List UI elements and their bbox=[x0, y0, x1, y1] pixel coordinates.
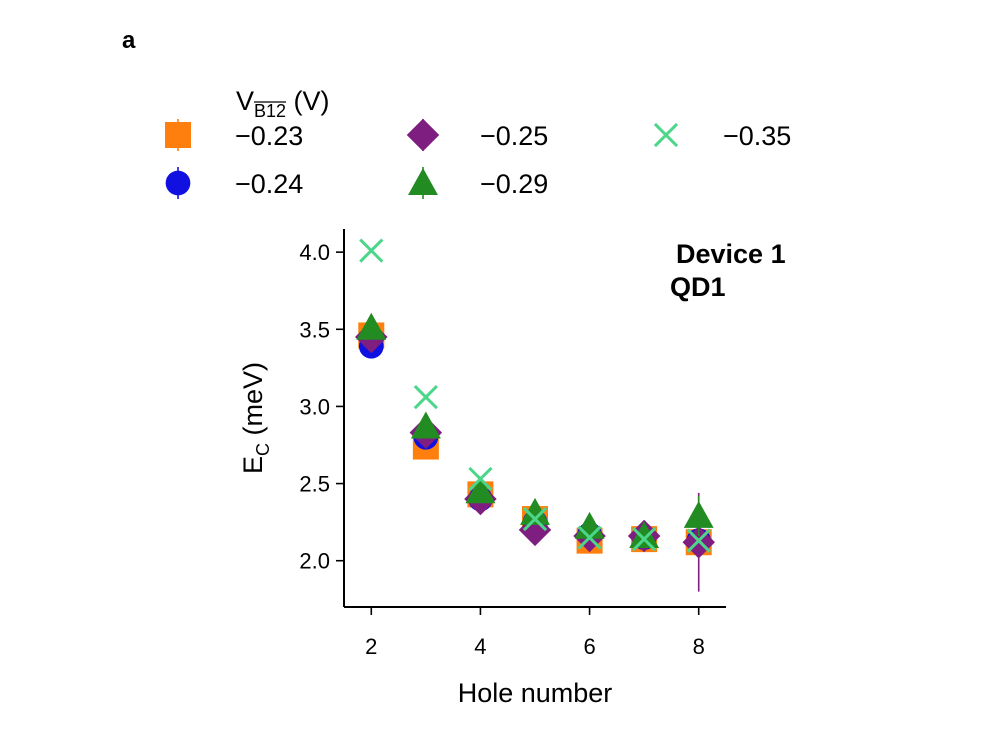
annotation-qd: QD1 bbox=[670, 272, 726, 302]
legend-label: −0.24 bbox=[235, 169, 303, 199]
data-point-x bbox=[413, 385, 438, 410]
panel-label: a bbox=[122, 27, 136, 54]
data-point-x bbox=[522, 506, 548, 532]
data-point-triangle bbox=[356, 312, 387, 340]
legend-marker-square bbox=[165, 122, 191, 148]
y-tick-label: 2.0 bbox=[299, 549, 330, 574]
legend-label: −0.23 bbox=[235, 121, 303, 151]
data-point-triangle bbox=[410, 411, 441, 439]
legend-marker-triangle bbox=[408, 168, 438, 195]
data-point-triangle bbox=[683, 501, 714, 528]
x-tick-label: 6 bbox=[583, 634, 595, 659]
data-point-x bbox=[468, 466, 493, 492]
legend-label: −0.29 bbox=[480, 169, 548, 199]
legend-title-main: V bbox=[236, 86, 254, 116]
x-ticks: 2 4 6 8 bbox=[365, 607, 705, 659]
y-axis-label-unit: (meV) bbox=[238, 362, 268, 443]
y-tick-label: 3.0 bbox=[299, 394, 330, 419]
legend-marker-diamond bbox=[406, 118, 440, 152]
annotation-device: Device 1 bbox=[676, 239, 786, 269]
x-axis-label: Hole number bbox=[458, 678, 613, 708]
data-point-x bbox=[577, 525, 602, 550]
data-point-x bbox=[686, 528, 711, 553]
data-point-triangle bbox=[574, 511, 605, 539]
legend-marker-x bbox=[653, 122, 679, 148]
legend-title: VB12 (V) bbox=[236, 86, 330, 121]
x-tick-label: 8 bbox=[693, 634, 705, 659]
y-axis-label-main: E bbox=[238, 456, 268, 474]
y-tick-label: 3.5 bbox=[299, 317, 330, 342]
y-axis-label: EC (meV) bbox=[238, 362, 273, 474]
legend-title-subscript: B12 bbox=[254, 101, 286, 121]
data-point-triangle bbox=[629, 521, 660, 548]
legend-title-unit: (V) bbox=[286, 86, 330, 116]
data-point-triangle bbox=[520, 497, 550, 525]
y-tick-label: 2.5 bbox=[299, 472, 330, 497]
y-ticks: 2.0 2.5 3.0 3.5 4.0 bbox=[299, 240, 344, 574]
legend-label: −0.35 bbox=[723, 121, 791, 151]
legend-marker-circle bbox=[165, 170, 191, 196]
x-tick-label: 2 bbox=[365, 634, 377, 659]
data-points bbox=[355, 238, 715, 592]
y-axis-label-subscript: C bbox=[253, 443, 273, 456]
data-point-x bbox=[359, 238, 384, 263]
y-tick-label: 4.0 bbox=[299, 240, 330, 265]
data-point-x bbox=[632, 527, 657, 552]
data-point-triangle bbox=[465, 476, 496, 504]
x-tick-label: 4 bbox=[474, 634, 486, 659]
legend: −0.23 −0.24 −0.25 −0.29 −0.35 bbox=[165, 118, 791, 199]
legend-label: −0.25 bbox=[480, 121, 548, 151]
